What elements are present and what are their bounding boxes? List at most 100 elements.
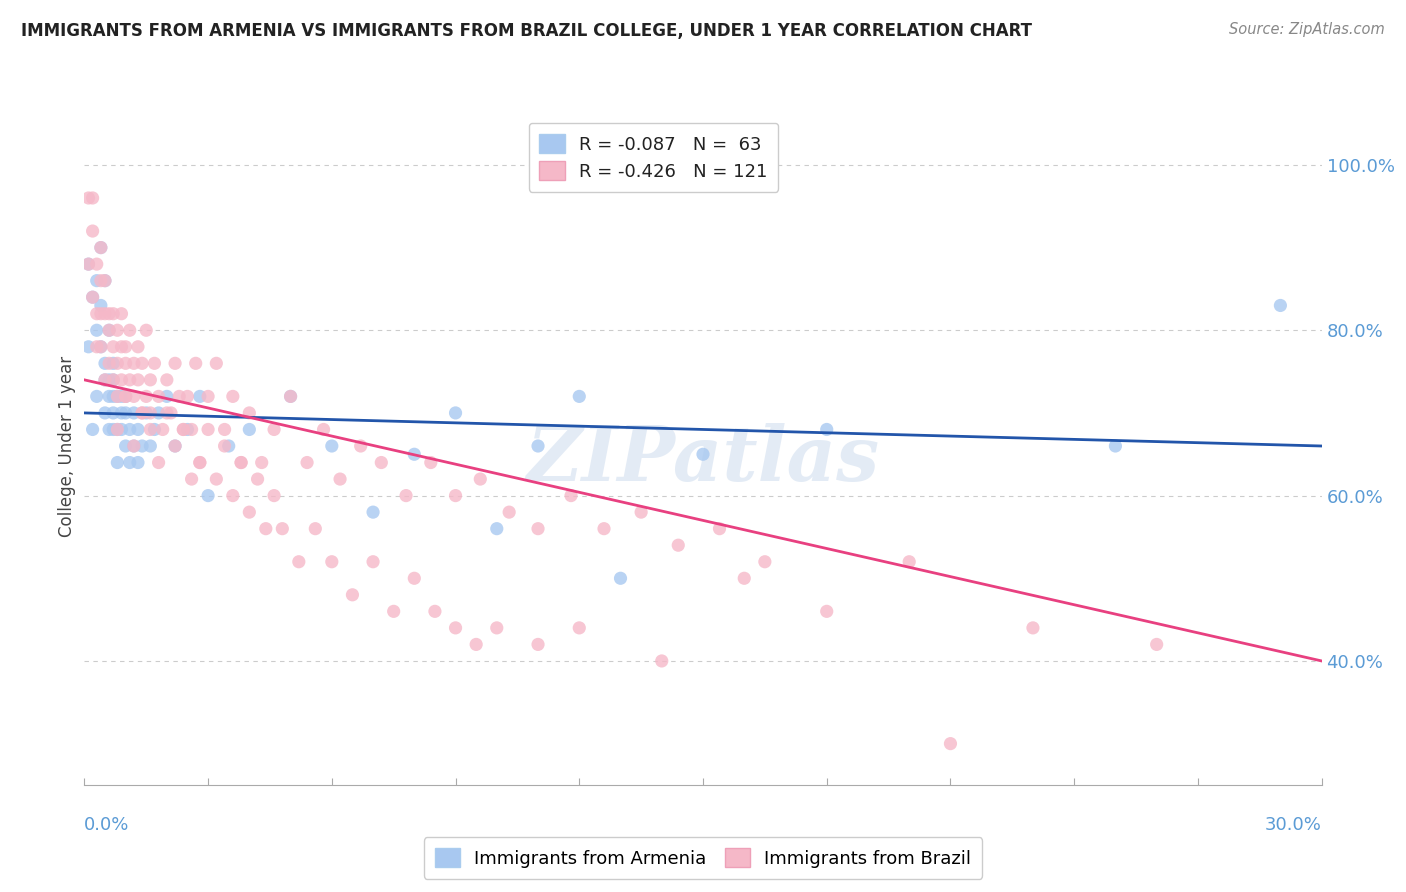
Point <box>118 456 141 470</box>
Point <box>485 621 508 635</box>
Point <box>666 538 689 552</box>
Point <box>122 356 145 370</box>
Point <box>180 422 202 436</box>
Point <box>82 422 104 436</box>
Point <box>152 422 174 436</box>
Point <box>165 439 187 453</box>
Point <box>82 290 104 304</box>
Point <box>815 422 838 436</box>
Point <box>114 406 136 420</box>
Point <box>77 257 100 271</box>
Point <box>329 472 352 486</box>
Point <box>103 389 125 403</box>
Point <box>118 373 141 387</box>
Point <box>205 356 228 370</box>
Point <box>131 439 153 453</box>
Point <box>118 422 141 436</box>
Point <box>465 637 488 651</box>
Point <box>197 422 219 436</box>
Point <box>114 389 136 403</box>
Point <box>263 422 285 436</box>
Point <box>148 456 170 470</box>
Point <box>156 389 179 403</box>
Point <box>222 389 245 403</box>
Y-axis label: College, Under 1 year: College, Under 1 year <box>58 355 76 537</box>
Point <box>139 406 162 420</box>
Point <box>135 323 157 337</box>
Point <box>110 389 132 403</box>
Point <box>139 439 162 453</box>
Point <box>82 290 104 304</box>
Point <box>263 489 285 503</box>
Point <box>271 522 294 536</box>
Legend: Immigrants from Armenia, Immigrants from Brazil: Immigrants from Armenia, Immigrants from… <box>423 837 983 879</box>
Point <box>470 472 492 486</box>
Point <box>103 373 125 387</box>
Point <box>568 389 591 403</box>
Point <box>77 191 100 205</box>
Point <box>156 373 179 387</box>
Point <box>188 456 211 470</box>
Point <box>214 422 236 436</box>
Text: IMMIGRANTS FROM ARMENIA VS IMMIGRANTS FROM BRAZIL COLLEGE, UNDER 1 YEAR CORRELAT: IMMIGRANTS FROM ARMENIA VS IMMIGRANTS FR… <box>21 22 1032 40</box>
Point <box>135 389 157 403</box>
Point <box>229 456 252 470</box>
Point <box>444 621 467 635</box>
Point <box>312 422 335 436</box>
Point <box>94 406 117 420</box>
Point <box>127 373 149 387</box>
Point <box>135 406 157 420</box>
Point <box>423 604 446 618</box>
Point <box>651 654 673 668</box>
Point <box>98 323 121 337</box>
Point <box>143 356 166 370</box>
Point <box>127 340 149 354</box>
Point <box>77 257 100 271</box>
Point <box>86 274 108 288</box>
Point <box>361 555 384 569</box>
Point <box>197 489 219 503</box>
Point <box>939 737 962 751</box>
Text: ZIPatlas: ZIPatlas <box>526 423 880 497</box>
Point <box>395 489 418 503</box>
Point <box>118 323 141 337</box>
Point <box>238 505 260 519</box>
Point <box>94 373 117 387</box>
Point <box>105 389 128 403</box>
Point <box>110 373 132 387</box>
Point <box>1146 637 1168 651</box>
Point <box>222 489 245 503</box>
Point <box>156 406 179 420</box>
Point <box>122 406 145 420</box>
Point <box>167 389 190 403</box>
Point <box>90 274 112 288</box>
Point <box>143 422 166 436</box>
Point <box>527 637 550 651</box>
Point <box>103 340 125 354</box>
Point <box>246 472 269 486</box>
Point <box>82 191 104 205</box>
Point <box>295 456 318 470</box>
Point <box>90 340 112 354</box>
Point <box>90 241 112 255</box>
Point <box>114 389 136 403</box>
Point <box>197 389 219 403</box>
Point <box>90 298 112 312</box>
Point <box>148 406 170 420</box>
Point <box>188 389 211 403</box>
Point <box>419 456 441 470</box>
Point <box>86 389 108 403</box>
Point <box>172 422 194 436</box>
Point <box>898 555 921 569</box>
Point <box>86 257 108 271</box>
Point <box>103 373 125 387</box>
Point <box>172 422 194 436</box>
Point <box>165 439 187 453</box>
Point <box>98 323 121 337</box>
Point <box>444 489 467 503</box>
Point <box>94 356 117 370</box>
Point <box>184 356 207 370</box>
Point <box>105 389 128 403</box>
Point <box>139 422 162 436</box>
Point <box>280 389 302 403</box>
